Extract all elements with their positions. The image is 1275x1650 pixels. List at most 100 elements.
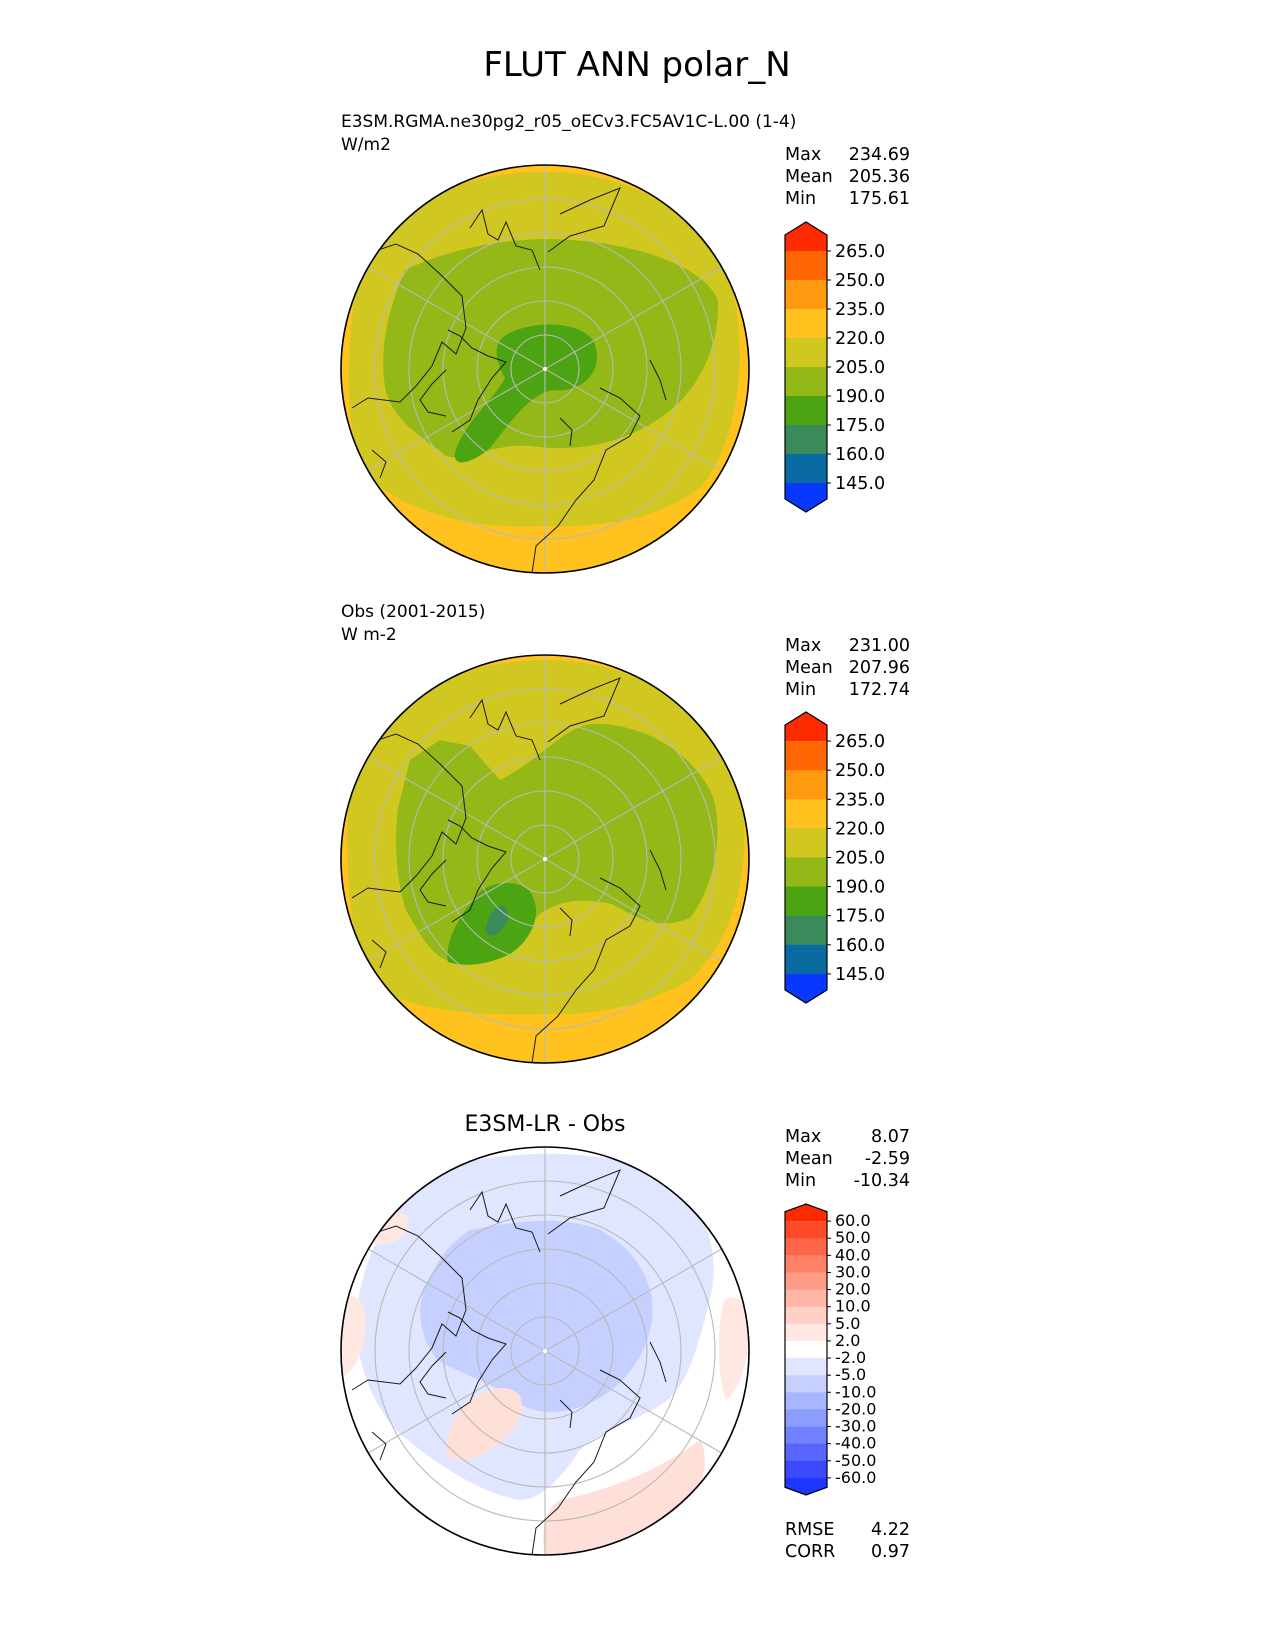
colorbar-tick-label: 60.0 — [835, 1211, 871, 1230]
panel-title: Obs (2001-2015) — [341, 602, 485, 622]
colorbar-tick-label: -20.0 — [835, 1399, 876, 1418]
colorbar-swatch — [785, 483, 827, 512]
panel-units: W/m2 — [341, 135, 391, 155]
colorbar-swatch — [785, 1289, 827, 1308]
colorbar-tick-label: -30.0 — [835, 1417, 876, 1436]
colorbar-swatch — [785, 222, 827, 251]
colorbar-tick-label: 220.0 — [835, 819, 885, 839]
colorbar-tick-label: 190.0 — [835, 878, 885, 898]
colorbar-swatch — [785, 1272, 827, 1290]
colorbar-swatch — [785, 1409, 827, 1427]
colorbar-swatch — [785, 1221, 827, 1239]
panel-difference: E3SM-LR - Obs — [340, 1112, 910, 1562]
colorbar-swatch — [785, 1238, 827, 1256]
colorbar-outline — [784, 711, 828, 1004]
map-boundary — [340, 1146, 750, 1556]
colorbar-swatch — [785, 251, 827, 281]
metrics-box: RMSE 4.22 CORR 0.97 — [785, 1520, 910, 1562]
colorbar-tick-label: 20.0 — [835, 1280, 871, 1299]
stat-max-value: 8.07 — [871, 1127, 910, 1147]
colorbar-swatch — [785, 770, 827, 800]
colorbar-tick-label: 265.0 — [835, 242, 885, 262]
colorbar-swatch — [785, 1443, 827, 1462]
colorbar-swatch — [785, 1426, 827, 1445]
colorbar-swatch — [785, 367, 827, 397]
stats-box: Max 231.00 Mean 207.96 Min 172.74 — [785, 636, 910, 700]
colorbar-tick-label: -50.0 — [835, 1451, 876, 1470]
panel-test: E3SM.RGMA.ne30pg2_r05_oECv3.FC5AV1C-L.00… — [340, 112, 910, 574]
polar-map — [340, 164, 750, 574]
colorbar-tick-label: 5.0 — [835, 1314, 860, 1333]
stat-min-value: -10.34 — [854, 1171, 910, 1191]
colorbar-swatch — [785, 857, 827, 887]
colorbar-tick-label: 250.0 — [835, 761, 885, 781]
colorbar-tick-label: 30.0 — [835, 1262, 871, 1281]
colorbar-tick-label: 190.0 — [835, 387, 885, 407]
colorbar-swatch — [785, 396, 827, 426]
colorbar-swatch — [785, 1460, 827, 1479]
colorbar-swatch — [785, 1204, 827, 1222]
stat-mean-label: Mean — [785, 658, 833, 678]
stat-min-label: Min — [785, 189, 816, 209]
colorbar-tick-label: -10.0 — [835, 1382, 876, 1401]
colorbar-swatch — [785, 915, 827, 946]
pole-marker — [543, 367, 547, 371]
stat-min-value: 172.74 — [849, 680, 910, 700]
field-band — [486, 905, 509, 936]
page-title: FLUT ANN polar_N — [483, 45, 790, 85]
colorbar-tick-label: -60.0 — [835, 1468, 876, 1487]
metric-corr-label: CORR — [785, 1542, 835, 1562]
map-boundary — [340, 164, 750, 574]
stat-mean-value: 207.96 — [849, 658, 910, 678]
colorbar-swatch — [785, 973, 827, 1003]
metric-rmse-value: 4.22 — [871, 1520, 910, 1540]
colorbar-swatch — [785, 799, 827, 829]
stat-mean-value: 205.36 — [849, 167, 910, 187]
stat-mean-label: Mean — [785, 167, 833, 187]
colorbar-tick-label: 50.0 — [835, 1228, 871, 1247]
colorbar-tick-label: 175.0 — [835, 907, 885, 927]
coastlines — [351, 187, 667, 573]
colorbar-swatch — [785, 309, 827, 339]
colorbar-swatch — [785, 944, 827, 975]
colorbar-tick-label: -2.0 — [835, 1348, 866, 1367]
field-band — [718, 1297, 749, 1400]
colorbar-swatch — [785, 1306, 827, 1325]
colorbar-tick-label: 145.0 — [835, 965, 885, 985]
colorbar-tick-label: 265.0 — [835, 732, 885, 752]
pole-marker — [543, 857, 547, 861]
stat-max-value: 234.69 — [849, 145, 910, 165]
colorbar: 60.050.040.030.020.010.05.02.0-2.0-5.0-1… — [784, 1203, 876, 1496]
stat-min-label: Min — [785, 1171, 816, 1191]
panel-reference: Obs (2001-2015) W m-2 — [340, 602, 910, 1064]
colorbar-tick-label: 145.0 — [835, 474, 885, 494]
colorbar-tick-label: -5.0 — [835, 1365, 866, 1384]
stats-box: Max 8.07 Mean -2.59 Min -10.34 — [785, 1127, 910, 1191]
pole-marker — [543, 1349, 547, 1353]
colorbar-tick-label: 250.0 — [835, 271, 885, 291]
colorbar: 265.0 250.0 235.0 220.0 205.0 190.0 175.0 160.0… — [784, 221, 885, 513]
colorbar-tick-label: 205.0 — [835, 849, 885, 869]
colorbar-tick-label: -40.0 — [835, 1434, 876, 1453]
colorbar-swatch — [785, 1255, 827, 1273]
colorbar-tick-label: 40.0 — [835, 1245, 871, 1264]
panel-title: E3SM.RGMA.ne30pg2_r05_oECv3.FC5AV1C-L.00… — [341, 112, 796, 132]
colorbar: 265.0 250.0 235.0 220.0 205.0 190.0 175.0 160.0… — [784, 711, 885, 1004]
colorbar-swatch — [785, 741, 827, 771]
colorbar-swatch — [785, 1375, 827, 1393]
colorbar-tick-label: 160.0 — [835, 445, 885, 465]
colorbar-swatch — [785, 1392, 827, 1410]
colorbar-swatch — [785, 1340, 827, 1359]
colorbar-tick-label: 220.0 — [835, 329, 885, 349]
colorbar-tick-label: 160.0 — [835, 936, 885, 956]
colorbar-swatch — [785, 828, 827, 858]
colorbar-outline — [784, 221, 828, 513]
colorbar-tick-label: 2.0 — [835, 1331, 860, 1350]
polar-map — [340, 1146, 750, 1556]
colorbar-tick-label: 235.0 — [835, 300, 885, 320]
stat-min-label: Min — [785, 680, 816, 700]
colorbar-swatch — [785, 1477, 827, 1495]
colorbar-swatch — [785, 1323, 827, 1342]
stat-mean-value: -2.59 — [865, 1149, 910, 1169]
